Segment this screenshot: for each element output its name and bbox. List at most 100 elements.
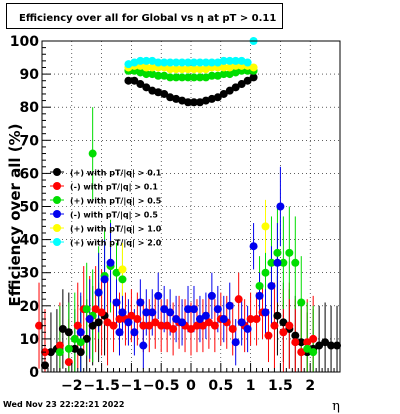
data-point — [213, 305, 222, 314]
data-point — [195, 58, 204, 67]
data-point — [76, 348, 85, 357]
data-point — [327, 341, 336, 350]
data-point — [264, 331, 273, 340]
data-point — [204, 318, 213, 327]
data-point — [166, 308, 175, 317]
legend-marker — [53, 210, 61, 218]
data-point — [115, 328, 124, 337]
data-point — [225, 301, 234, 310]
data-point — [333, 341, 342, 350]
data-point — [297, 348, 306, 357]
data-point — [76, 338, 85, 347]
data-point — [279, 258, 288, 267]
footer-date: Wed Nov 23 22:22:21 2022 — [3, 400, 125, 409]
data-point — [273, 258, 282, 267]
legend-marker — [53, 196, 61, 204]
legend-label: (+) with pT/|q| > 0.5 — [70, 197, 162, 206]
x-tick-label: −1 — [121, 378, 142, 394]
y-tick-label: 60 — [20, 166, 40, 182]
data-point — [291, 338, 300, 347]
axis-layer: −2 −1.5 −1 −0.5 0 0.5 1 1.5 20102030405060708090… — [10, 34, 341, 394]
data-point — [255, 291, 264, 300]
data-point — [189, 305, 198, 314]
data-point — [172, 73, 181, 82]
legend-marker — [53, 168, 61, 176]
data-point — [136, 298, 145, 307]
data-point — [279, 328, 288, 337]
data-point — [118, 308, 127, 317]
data-point — [142, 56, 151, 65]
data-point — [58, 324, 67, 333]
x-tick-label: 2 — [305, 378, 315, 394]
y-tick-label: 80 — [20, 100, 40, 116]
data-point — [166, 58, 175, 67]
data-point — [285, 321, 294, 330]
data-point — [97, 308, 106, 317]
data-point — [145, 321, 154, 330]
legend-label: (+) with pT/|q| > 1.0 — [70, 225, 162, 234]
data-point — [142, 70, 151, 79]
data-point — [213, 93, 222, 102]
data-point — [73, 321, 82, 330]
data-point — [55, 348, 64, 357]
data-point — [139, 341, 148, 350]
data-point — [154, 71, 163, 80]
data-point — [166, 65, 175, 74]
data-point — [166, 73, 175, 82]
legend-label: (+) with pT/|q| > 0.1 — [70, 169, 162, 178]
x-tick-label: 1.5 — [268, 378, 293, 394]
y-tick-label: 100 — [10, 34, 39, 50]
data-point — [234, 295, 243, 304]
data-point — [130, 76, 139, 85]
data-point — [172, 65, 181, 74]
data-point — [64, 328, 73, 337]
data-point — [115, 315, 124, 324]
data-point — [210, 321, 219, 330]
data-point — [303, 344, 312, 353]
data-point — [136, 56, 145, 65]
legend-marker — [53, 238, 61, 246]
data-point — [82, 334, 91, 343]
data-point — [151, 318, 160, 327]
y-tick-label: 0 — [29, 365, 39, 381]
data-point — [130, 328, 139, 337]
y-axis-label: Efficiency over all (%) — [6, 124, 24, 307]
data-point — [169, 324, 178, 333]
data-point — [321, 338, 330, 347]
data-point — [231, 83, 240, 92]
data-point — [127, 311, 136, 320]
data-point — [172, 58, 181, 67]
data-point — [187, 324, 195, 333]
legend-label: (-) with pT/|q| > 0.1 — [70, 183, 158, 192]
data-point — [100, 275, 109, 284]
data-point — [207, 291, 216, 300]
data-point — [297, 338, 306, 347]
data-point — [91, 305, 100, 314]
data-point — [112, 268, 121, 277]
data-point — [103, 318, 112, 327]
x-tick-label: 0.5 — [208, 378, 233, 394]
data-point — [172, 315, 181, 324]
data-point — [276, 202, 285, 211]
data-point — [82, 305, 91, 314]
data-point — [309, 334, 318, 343]
data-point — [94, 288, 103, 297]
y-tick-label: 30 — [20, 266, 40, 282]
data-point — [184, 98, 193, 107]
data-point — [303, 338, 312, 347]
data-point — [195, 73, 204, 82]
data-point — [55, 341, 64, 350]
data-point — [291, 258, 300, 267]
data-point — [189, 73, 198, 82]
data-point — [133, 315, 142, 324]
x-tick-label: 0 — [186, 378, 196, 394]
data-point — [160, 305, 169, 314]
legend-label: (+) with pT/|q| > 2.0 — [70, 239, 162, 248]
data-point — [189, 98, 198, 107]
data-point — [219, 63, 228, 72]
data-point — [64, 344, 73, 353]
data-point — [270, 321, 279, 330]
data-point — [189, 58, 198, 67]
data-point — [267, 258, 276, 267]
